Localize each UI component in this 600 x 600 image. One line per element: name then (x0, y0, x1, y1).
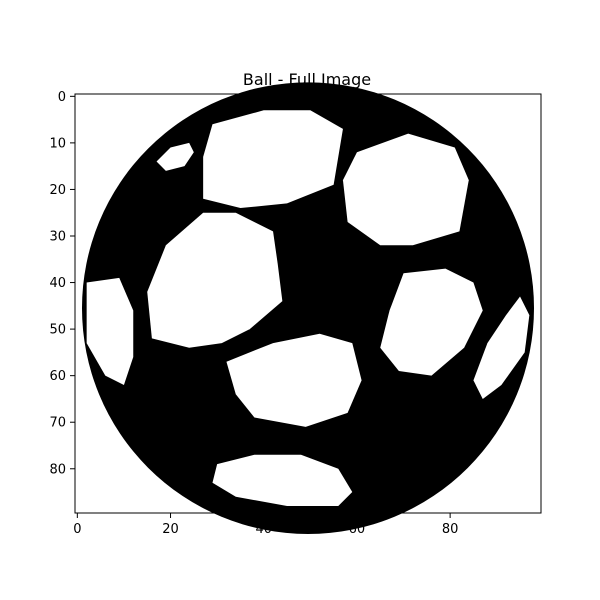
y-axis: 0 10 20 30 40 50 60 70 80 (49, 90, 75, 477)
y-tick-label: 40 (49, 276, 66, 291)
x-tick-label: 80 (442, 522, 459, 537)
white-patch-center-left (147, 212, 283, 348)
white-patch-top-center (203, 110, 343, 209)
chart-title: Ball - Full Image (243, 70, 371, 89)
x-axis: 0 20 40 60 80 (73, 513, 458, 537)
ball-image (81, 82, 535, 534)
x-tick-label: 20 (162, 522, 179, 537)
white-patch-center-right (380, 268, 483, 376)
y-tick-label: 20 (49, 183, 66, 198)
y-tick-label: 0 (58, 90, 66, 105)
x-tick-label: 0 (73, 522, 81, 537)
white-patch-left-edge (86, 277, 134, 385)
axes-frame (74, 93, 542, 514)
y-tick-label: 60 (49, 369, 66, 384)
y-tick-label: 80 (49, 462, 66, 477)
x-tick-label: 60 (349, 522, 366, 537)
plot-area (74, 82, 542, 534)
y-tick-label: 50 (49, 323, 66, 338)
white-patch-bottom-center (226, 333, 362, 427)
white-patch-right-edge (473, 296, 530, 399)
white-patch-bottom (212, 454, 353, 507)
white-patch-top-left-sliver (156, 142, 194, 171)
y-tick-label: 70 (49, 416, 66, 431)
white-patch-top-right (342, 133, 469, 246)
y-tick-label: 10 (49, 136, 66, 151)
x-tick-label: 40 (255, 522, 272, 537)
y-tick-label: 30 (49, 229, 66, 244)
